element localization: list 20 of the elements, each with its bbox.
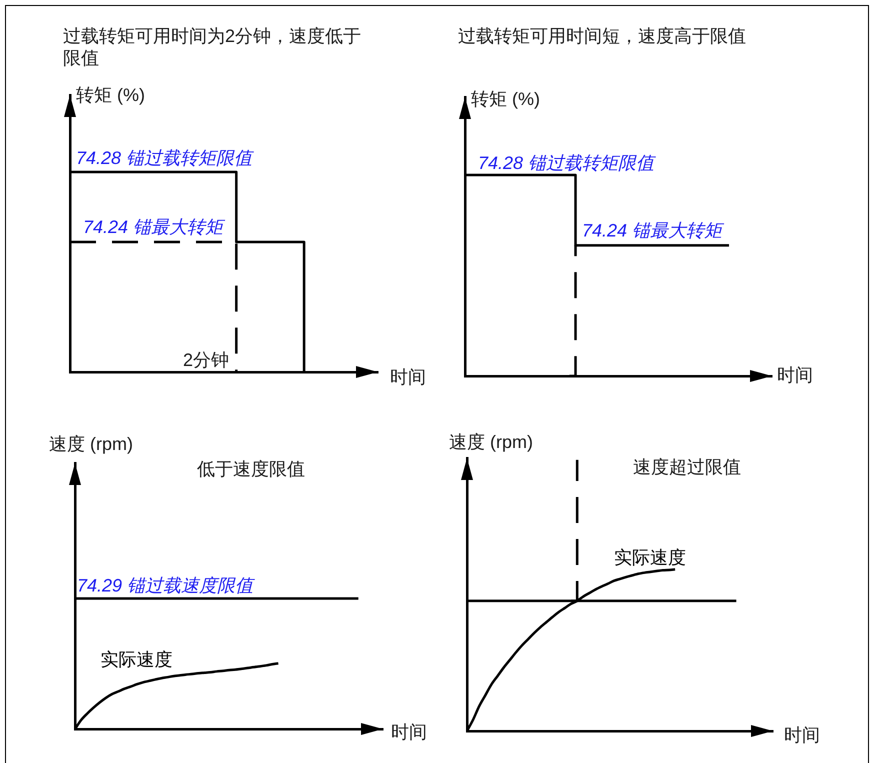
- annotation: 2分钟: [182, 350, 229, 370]
- x-axis-title: 时间: [390, 366, 426, 388]
- chart-title: 低于速度限值: [197, 458, 306, 480]
- annotation: 74.24 锚最大转矩: [582, 220, 726, 240]
- y-axis-title: 转矩 (%): [471, 88, 540, 110]
- y-axis-title: 转矩 (%): [76, 84, 145, 106]
- annotation: 74.24 锚最大转矩: [83, 217, 226, 237]
- x-axis-title: 时间: [784, 724, 820, 746]
- annotation: 74.28 锚过载转矩限值: [478, 152, 656, 173]
- x-axis-title: 时间: [777, 364, 813, 386]
- series-label: 实际速度: [100, 649, 172, 670]
- chart-title: 过载转矩可用时间为2分钟，速度低于限值: [63, 25, 362, 69]
- annotation: 74.28 锚过载转矩限值: [76, 148, 254, 168]
- x-axis-title: 时间: [391, 721, 427, 743]
- annotation: 74.29 锚过载速度限值: [77, 575, 256, 596]
- y-axis-title: 速度 (rpm): [49, 433, 133, 455]
- series-label: 实际速度: [614, 547, 686, 568]
- chart-title: 速度超过限值: [633, 456, 742, 478]
- chart-title: 过载转矩可用时间短，速度高于限值: [458, 25, 747, 47]
- y-axis-title: 速度 (rpm): [449, 431, 533, 453]
